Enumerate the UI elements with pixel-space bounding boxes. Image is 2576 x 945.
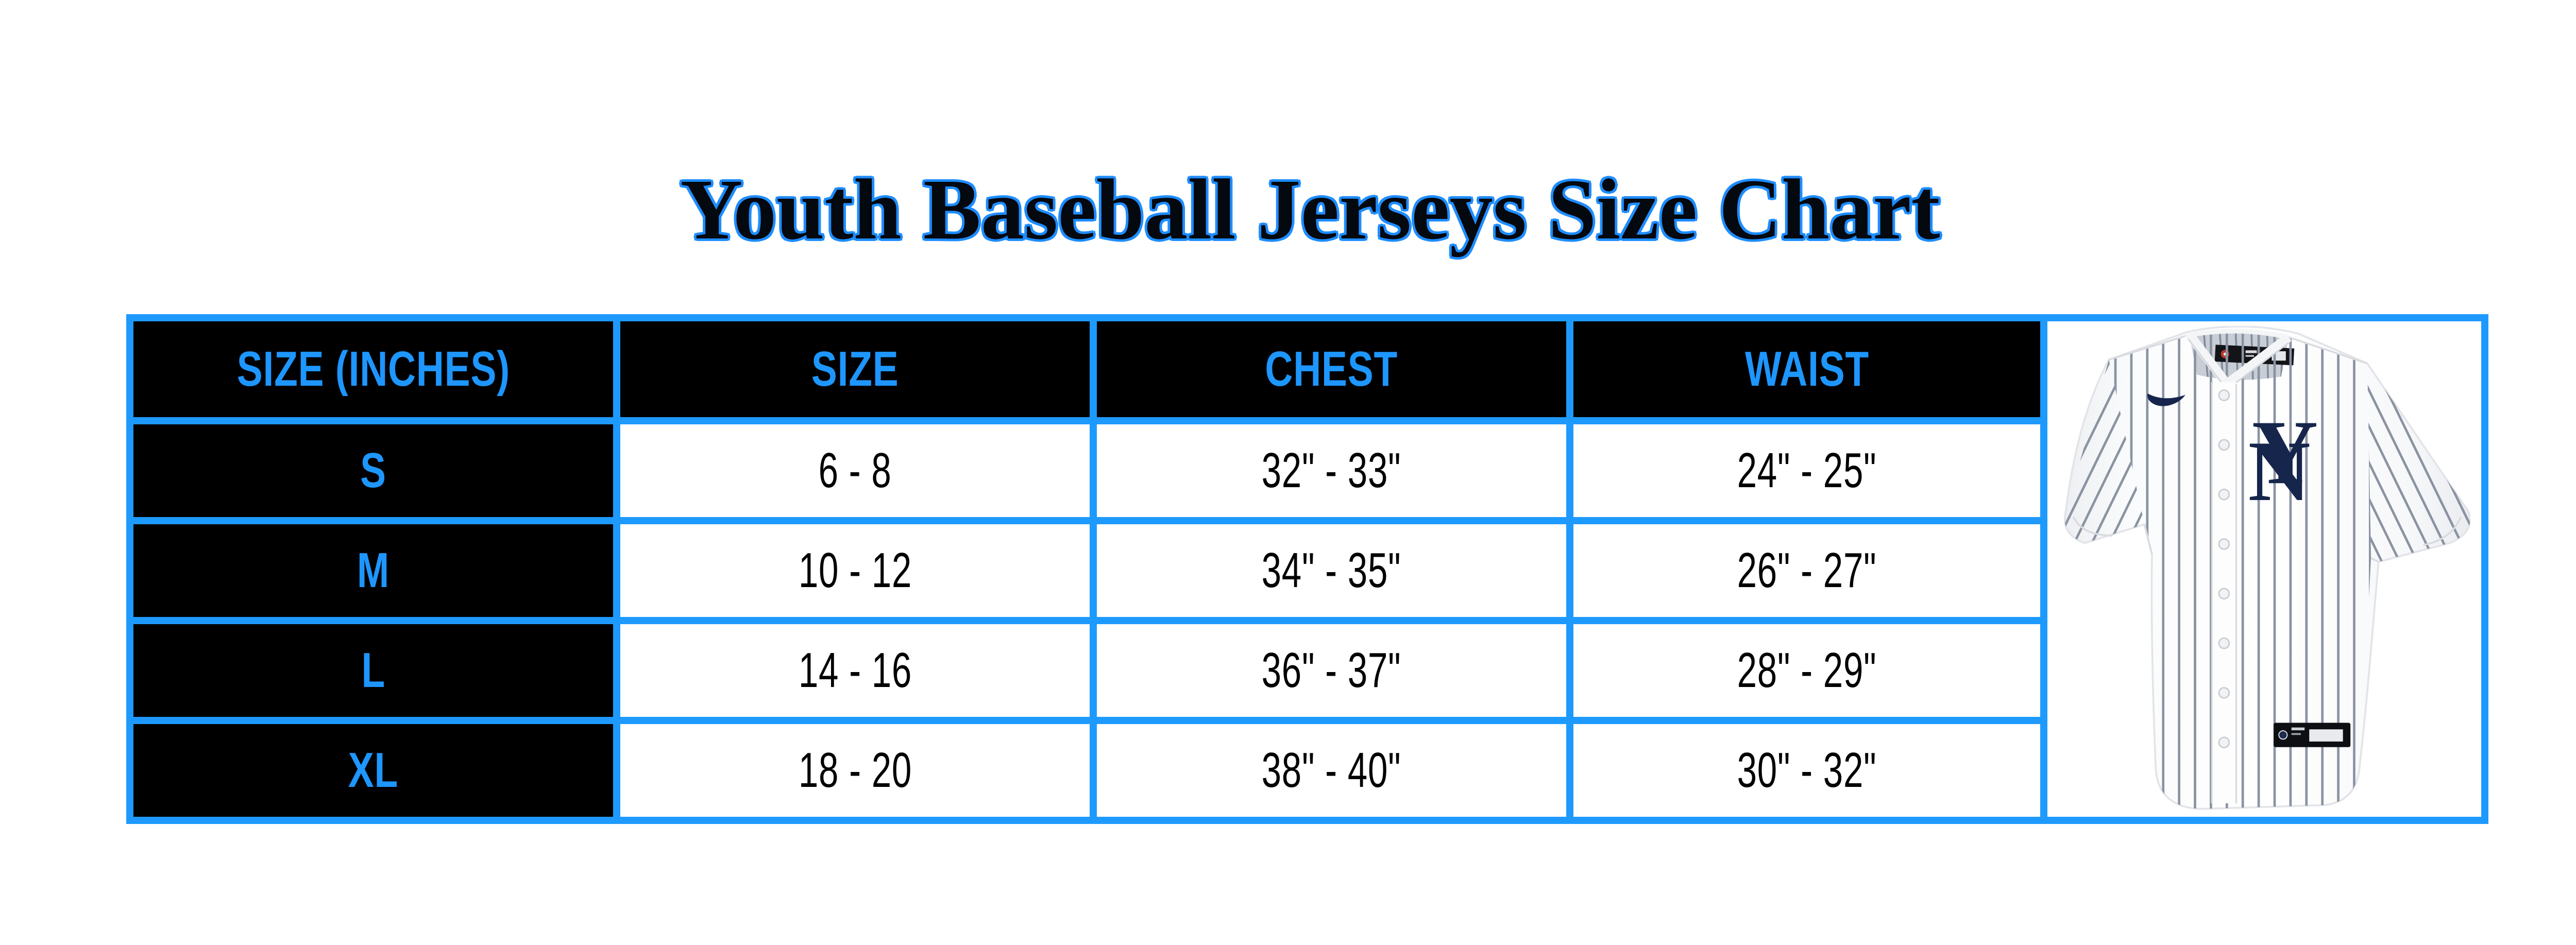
waist-value: 24" - 25"	[1737, 443, 1877, 498]
nike-swoosh-icon	[2147, 393, 2185, 406]
page-title: Youth Baseball Jerseys Size Chart	[680, 161, 1940, 257]
header-cell-size: SIZE	[620, 321, 1090, 417]
row-l-size-cell: 14 - 16	[620, 624, 1090, 717]
row-l-label-cell: L	[133, 624, 613, 717]
size-chart-table: N Y SIZE (INCHES) S	[126, 314, 2488, 824]
jersey-image-cell: N Y	[2047, 321, 2481, 817]
size-label: M	[357, 543, 390, 598]
jock-tag	[2274, 723, 2351, 747]
jersey-body	[2063, 325, 2470, 810]
header-label: CHEST	[1265, 341, 1398, 397]
row-s-size-cell: 6 - 8	[620, 424, 1090, 517]
chest-value: 34" - 35"	[1262, 543, 1401, 598]
ny-logo-y: Y	[2252, 401, 2318, 503]
header-label: WAIST	[1744, 341, 1869, 397]
row-xl-chest-cell: 38" - 40"	[1097, 724, 1566, 817]
ny-logo: N Y	[2248, 401, 2318, 519]
row-xl-waist-cell: 30" - 32"	[1573, 724, 2040, 817]
row-m-size-cell: 10 - 12	[620, 524, 1090, 617]
ny-logo-n: N	[2248, 424, 2311, 519]
header-cell-size-inches: SIZE (INCHES)	[133, 321, 613, 417]
chest-value: 38" - 40"	[1262, 743, 1401, 798]
row-xl-size-cell: 18 - 20	[620, 724, 1090, 817]
row-s-label-cell: S	[133, 424, 613, 517]
row-l-chest-cell: 36" - 37"	[1097, 624, 1566, 717]
size-label: XL	[348, 743, 399, 798]
size-label: L	[361, 643, 385, 698]
chest-value: 32" - 33"	[1262, 443, 1401, 498]
jersey-image: N Y	[2063, 325, 2470, 810]
row-l-waist-cell: 28" - 29"	[1573, 624, 2040, 717]
header-label: SIZE (INCHES)	[236, 341, 510, 397]
size-value: 18 - 20	[798, 743, 912, 798]
chest-value: 36" - 37"	[1262, 643, 1401, 698]
button-placket	[2211, 382, 2238, 803]
seams	[2072, 334, 2462, 563]
row-m-label-cell: M	[133, 524, 613, 617]
row-s-chest-cell: 32" - 33"	[1097, 424, 1566, 517]
waist-value: 28" - 29"	[1737, 643, 1877, 698]
waist-value: 30" - 32"	[1737, 743, 1877, 798]
size-value: 6 - 8	[818, 443, 892, 498]
header-cell-waist: WAIST	[1573, 321, 2040, 417]
row-m-chest-cell: 34" - 35"	[1097, 524, 1566, 617]
waist-value: 26" - 27"	[1737, 543, 1877, 598]
row-m-waist-cell: 26" - 27"	[1573, 524, 2040, 617]
header-label: SIZE	[811, 341, 899, 397]
buttons	[2218, 389, 2230, 748]
size-label: S	[360, 443, 386, 498]
size-value: 14 - 16	[798, 643, 912, 698]
row-xl-label-cell: XL	[133, 724, 613, 817]
row-s-waist-cell: 24" - 25"	[1573, 424, 2040, 517]
header-cell-chest: CHEST	[1097, 321, 1566, 417]
size-value: 10 - 12	[798, 543, 912, 598]
